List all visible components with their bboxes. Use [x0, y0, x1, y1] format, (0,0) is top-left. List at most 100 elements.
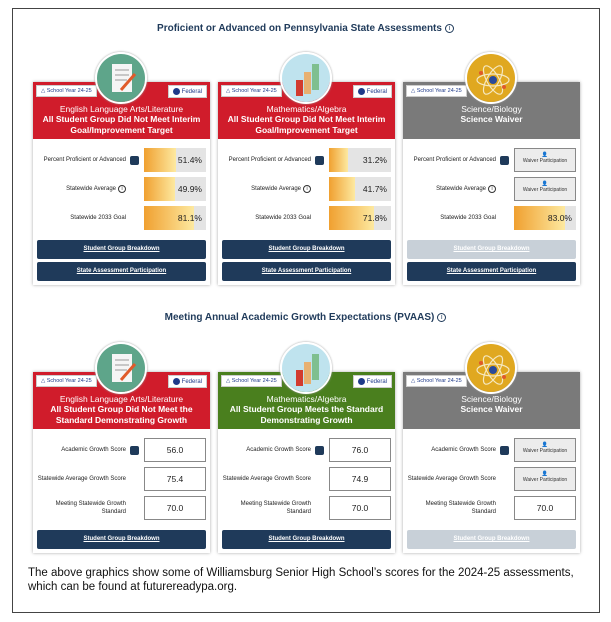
photo-caption: The above graphics show some of Williams… [28, 567, 574, 593]
metric-row: Percent Proficient or Advanced 31.2% [222, 146, 391, 174]
bar-chart-icon[interactable] [130, 445, 139, 455]
status-text: Science Waiver [460, 114, 523, 124]
metric-row: Meeting Statewide Growth Standard 70.0 [37, 494, 206, 522]
section-title-text: Proficient or Advanced on Pennsylvania S… [157, 23, 442, 34]
percent-value: 83.0% [547, 213, 572, 223]
school-year-tag[interactable]: △ School Year 24-25 [406, 85, 467, 97]
student-group-breakdown-button[interactable]: Student Group Breakdown [222, 240, 391, 259]
metric-row: Statewide Average Growth Score 👤 Waiver Pa… [407, 465, 576, 493]
percent-value: 81.1% [177, 213, 202, 223]
percent-bar: 81.1% [144, 206, 206, 230]
federal-badge[interactable]: Federal [167, 85, 207, 99]
school-year-tag[interactable]: △ School Year 24-25 [406, 375, 467, 387]
percent-value: 71.8% [362, 213, 387, 223]
score-value: 76.0 [329, 438, 391, 462]
info-icon[interactable]: i [444, 23, 454, 33]
federal-badge[interactable]: Federal [352, 85, 392, 99]
metric-label: Meeting Statewide Growth Standard [240, 501, 311, 515]
metric-label: Percent Proficient or Advanced [43, 157, 126, 163]
school-year-tag[interactable]: △ School Year 24-25 [36, 375, 97, 387]
math-bar-blocks-icon [282, 344, 330, 392]
metric-label: Statewide Average Growth Score [407, 476, 496, 482]
subject-card: △ School Year 24-25 Science/Biology Scienc… [403, 82, 580, 285]
info-icon[interactable]: i [488, 185, 496, 193]
metric-label: Statewide 2033 Goal [255, 215, 311, 221]
metric-row: Meeting Statewide Growth Standard 70.0 [222, 494, 391, 522]
article-frame [12, 8, 600, 613]
metric-row: Percent Proficient or Advanced 👤 Waiver Pa… [407, 146, 576, 174]
federal-seal-icon [172, 88, 180, 95]
metric-row: Statewide Average i 49.9% [37, 175, 206, 203]
percent-bar-fill [514, 206, 566, 230]
metric-row: Academic Growth Score 👤 Waiver Participati… [407, 436, 576, 464]
subject-name: English Language Arts/Literature [59, 394, 184, 404]
person-icon: 👤 [541, 181, 549, 187]
federal-badge[interactable]: Federal [167, 375, 207, 389]
subject-card: △ School Year 24-25 Federal Mathematics/Al… [218, 372, 395, 553]
federal-seal-icon [357, 378, 365, 385]
percent-value: 41.7% [362, 184, 387, 194]
metric-row: Academic Growth Score 56.0 [37, 436, 206, 464]
info-icon[interactable]: i [437, 312, 447, 322]
score-value: 56.0 [144, 438, 206, 462]
person-icon: 👤 [541, 442, 549, 448]
info-icon[interactable]: i [303, 185, 311, 193]
ela-notebook-icon [97, 54, 145, 102]
metric-row: Statewide Average i 41.7% [222, 175, 391, 203]
subject-icon [280, 52, 332, 104]
subject-name: English Language Arts/Literature [59, 104, 184, 114]
federal-badge[interactable]: Federal [352, 375, 392, 389]
bar-chart-icon[interactable] [315, 445, 324, 455]
student-group-breakdown-button[interactable]: Student Group Breakdown [222, 530, 391, 549]
metric-row: Statewide Average Growth Score 74.9 [222, 465, 391, 493]
waiver-participation-box: 👤 Waiver Participation [514, 177, 576, 201]
subject-name: Mathematics/Algebra [266, 104, 347, 114]
metric-label: Academic Growth Score [246, 447, 311, 453]
subject-card: △ School Year 24-25 Federal English Langua… [33, 372, 210, 553]
waiver-participation-box: 👤 Waiver Participation [514, 467, 576, 491]
metric-label: Statewide Average i [222, 185, 315, 193]
student-group-breakdown-button[interactable]: Student Group Breakdown [37, 240, 206, 259]
bar-chart-icon[interactable] [500, 445, 509, 455]
score-value: 70.0 [514, 496, 576, 520]
school-year-tag[interactable]: △ School Year 24-25 [36, 85, 97, 97]
metric-row: Statewide Average i 👤 Waiver Participation [407, 175, 576, 203]
percent-bar-fill [329, 206, 374, 230]
person-icon: 👤 [541, 152, 549, 158]
metric-label: Statewide Average i [407, 185, 500, 193]
metric-row: Statewide 2033 Goal 83.0% [407, 204, 576, 232]
subject-name: Science/Biology [461, 394, 522, 404]
bar-chart-icon[interactable] [130, 155, 139, 165]
state-assessment-participation-button[interactable]: State Assessment Participation [222, 262, 391, 281]
status-text: All Student Group Did Not Meet Interim G… [42, 114, 201, 135]
status-text: All Student Group Did Not Meet Interim G… [227, 114, 386, 135]
percent-bar-fill [329, 148, 349, 172]
math-bar-blocks-icon [282, 54, 330, 102]
student-group-breakdown-button[interactable]: Student Group Breakdown [407, 530, 576, 549]
metric-label: Statewide Average i [37, 185, 130, 193]
waiver-participation-box: 👤 Waiver Participation [514, 438, 576, 462]
state-assessment-participation-button[interactable]: State Assessment Participation [37, 262, 206, 281]
school-year-tag[interactable]: △ School Year 24-25 [221, 85, 282, 97]
percent-bar-fill [144, 206, 195, 230]
section-title-text: Meeting Annual Academic Growth Expectati… [164, 312, 435, 323]
info-icon[interactable]: i [118, 185, 126, 193]
section-title-proficiency: Proficient or Advanced on Pennsylvania S… [0, 23, 611, 34]
student-group-breakdown-button[interactable]: Student Group Breakdown [407, 240, 576, 259]
metric-row: Statewide Average Growth Score 75.4 [37, 465, 206, 493]
school-year-tag[interactable]: △ School Year 24-25 [221, 375, 282, 387]
score-value: 74.9 [329, 467, 391, 491]
subject-icon [95, 342, 147, 394]
metric-row: Statewide 2033 Goal 81.1% [37, 204, 206, 232]
bar-chart-icon[interactable] [500, 155, 509, 165]
section-title-growth: Meeting Annual Academic Growth Expectati… [0, 312, 611, 323]
metric-label: Percent Proficient or Advanced [228, 157, 311, 163]
subject-name: Science/Biology [461, 104, 522, 114]
bar-chart-icon[interactable] [315, 155, 324, 165]
student-group-breakdown-button[interactable]: Student Group Breakdown [37, 530, 206, 549]
subject-card: △ School Year 24-25 Federal Mathematics/Al… [218, 82, 395, 285]
status-text: All Student Group Did Not Meet the Stand… [50, 404, 193, 425]
score-value: 70.0 [329, 496, 391, 520]
state-assessment-participation-button[interactable]: State Assessment Participation [407, 262, 576, 281]
subject-icon [280, 342, 332, 394]
